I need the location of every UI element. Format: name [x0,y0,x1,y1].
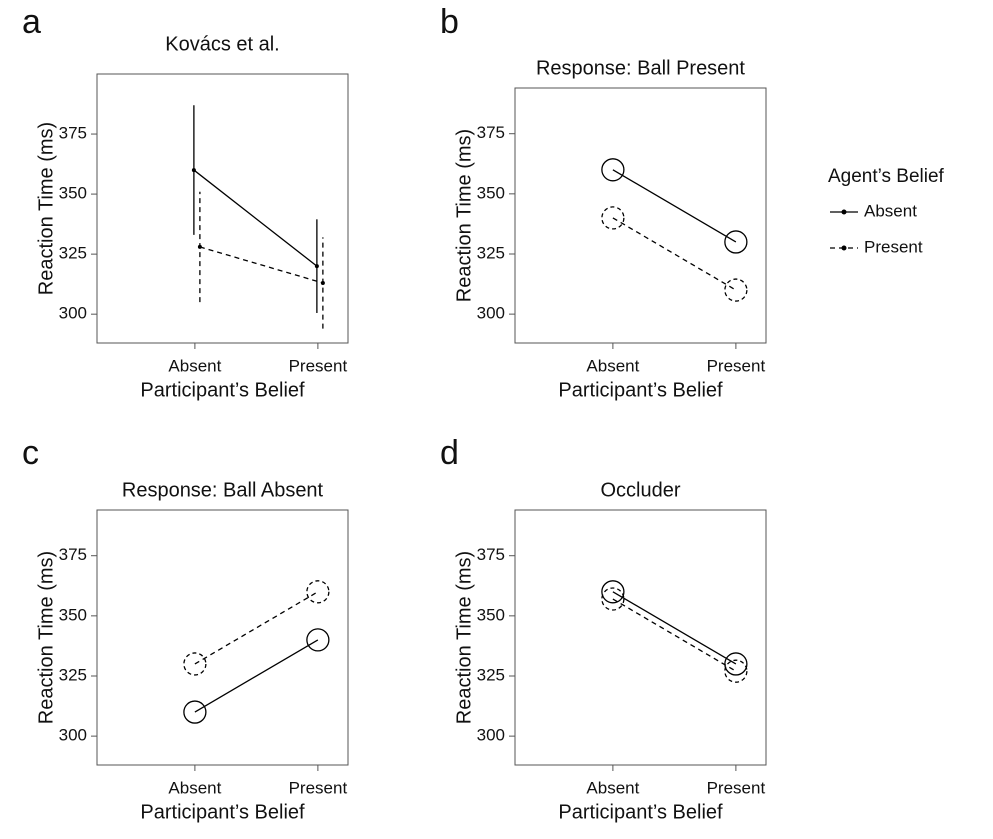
point [306,580,330,604]
x-tick-label: Absent [168,778,221,797]
plot-frame [96,509,349,766]
panel-title: Kovács et al. [165,33,280,55]
point [724,278,748,302]
x-tick-label: Present [707,356,766,375]
panel-letter: b [440,3,459,41]
y-axis-label: Reaction Time (ms) [453,551,475,724]
x-tick-label: Absent [586,356,639,375]
y-axis-label: Reaction Time (ms) [453,129,475,302]
legend-marker [841,209,847,215]
point [197,244,202,249]
point [724,659,748,683]
y-tick-label: 350 [59,184,87,203]
x-tick-label: Present [707,778,766,797]
plot-frame [514,509,767,766]
y-tick-label: 300 [59,304,87,323]
point [601,158,625,182]
x-axis-label: Participant’s Belief [558,801,723,823]
x-axis-label: Participant’s Belief [140,801,305,823]
point [601,206,625,230]
point [314,264,319,269]
y-tick-label: 300 [59,726,87,745]
panel-title: Occluder [600,479,680,501]
x-axis-label: Participant’s Belief [140,379,305,401]
legend-title: Agent’s Belief [828,166,945,187]
x-tick-label: Present [289,778,348,797]
y-tick-label: 375 [477,545,505,564]
y-tick-label: 325 [477,243,505,262]
point [724,230,748,254]
point [724,652,748,676]
point [183,700,207,724]
legend-label: Present [864,237,923,256]
point [601,580,625,604]
series-line [612,591,737,665]
series-line [612,217,737,291]
panel-title: Response: Ball Absent [122,479,324,501]
series-line [194,591,319,665]
y-tick-label: 325 [59,665,87,684]
series-line [199,246,324,284]
panel-title: Response: Ball Present [536,57,745,79]
y-tick-label: 325 [59,244,87,263]
series-line [612,169,737,243]
point [191,168,196,173]
y-tick-label: 375 [59,124,87,143]
x-tick-label: Absent [586,778,639,797]
series-line [194,639,319,713]
panel-letter: a [22,3,41,41]
y-axis-label: Reaction Time (ms) [35,551,57,724]
y-tick-label: 325 [477,665,505,684]
y-axis-label: Reaction Time (ms) [35,122,57,295]
x-tick-label: Present [289,356,348,375]
panel-letter: d [440,434,459,472]
x-axis-label: Participant’s Belief [558,379,723,401]
point [320,280,325,285]
plot-frame [96,73,349,344]
x-tick-label: Absent [168,356,221,375]
y-tick-label: 300 [477,304,505,323]
legend-label: Absent [864,201,917,220]
panel-letter: c [22,434,39,472]
plot-frame [514,87,767,344]
series-line [612,598,737,672]
series-line [193,169,318,267]
y-tick-label: 300 [477,726,505,745]
y-tick-label: 350 [477,605,505,624]
point [601,587,625,611]
y-tick-label: 375 [477,123,505,142]
y-tick-label: 350 [477,183,505,202]
legend-marker [841,245,847,251]
y-tick-label: 350 [59,605,87,624]
y-tick-label: 375 [59,545,87,564]
point [306,628,330,652]
point [183,652,207,676]
